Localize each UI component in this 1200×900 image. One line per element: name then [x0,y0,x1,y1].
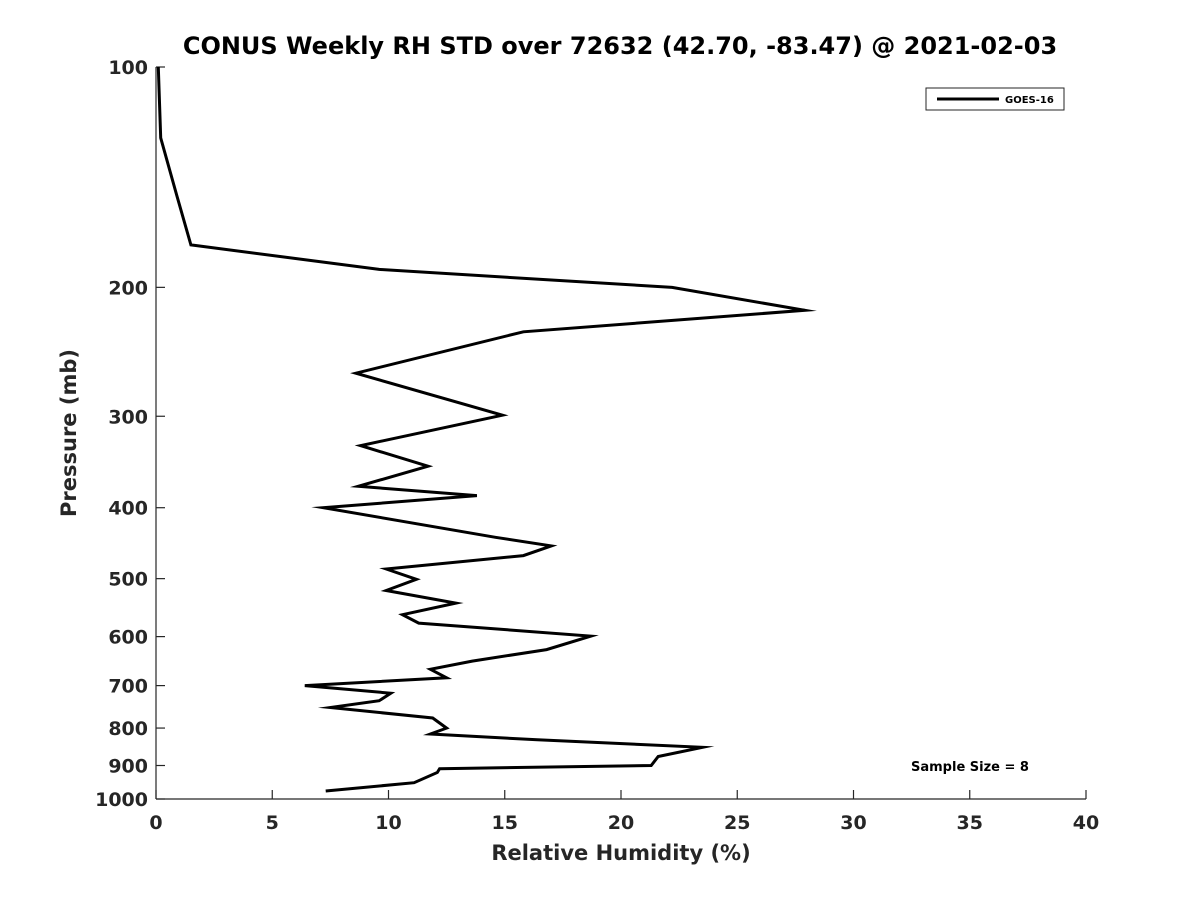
y-tick-label: 500 [108,569,148,591]
legend-label: GOES-16 [1005,95,1054,106]
y-tick-label: 100 [108,57,148,79]
y-ticks: 100 200 300 400 500 600 700 800 900 1000 [95,57,165,811]
y-tick-label: 1000 [95,789,148,811]
x-tick-label: 10 [375,812,401,834]
x-axis-label: Relative Humidity (%) [491,841,750,865]
y-tick-label: 400 [108,498,148,520]
y-tick-label: 800 [108,718,148,740]
legend: GOES-16 [925,87,1065,111]
x-tick-label: 30 [840,812,866,834]
x-tick-label: 0 [149,812,162,834]
sample-size-annotation: Sample Size = 8 [911,760,1029,775]
y-tick-label: 900 [108,756,148,778]
y-tick-label: 700 [108,676,148,698]
y-tick-label: 200 [108,277,148,299]
x-tick-label: 40 [1073,812,1099,834]
x-tick-label: 35 [957,812,983,834]
x-tick-label: 25 [724,812,750,834]
y-tick-label: 600 [108,627,148,649]
y-tick-label: 300 [108,406,148,428]
x-tick-label: 15 [492,812,518,834]
x-ticks: 0 5 10 15 20 25 30 35 40 [149,790,1099,834]
chart-title: CONUS Weekly RH STD over 72632 (42.70, -… [183,32,1057,60]
y-axis-label: Pressure (mb) [57,349,81,517]
series-layer [156,66,817,793]
x-tick-label: 5 [266,812,279,834]
x-tick-label: 20 [608,812,634,834]
series-line [156,66,817,793]
